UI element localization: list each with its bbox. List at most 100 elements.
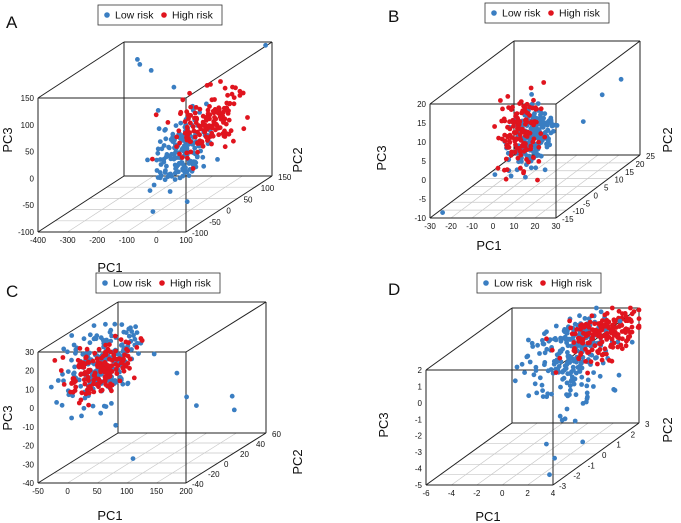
point-low-risk	[126, 333, 132, 339]
point-low-risk	[558, 384, 563, 390]
y-tick-label: -15	[562, 215, 574, 224]
point-high-risk	[528, 143, 534, 149]
point-high-risk	[212, 115, 217, 120]
point-low-risk	[159, 146, 165, 152]
point-low-risk	[59, 402, 65, 408]
point-low-risk	[69, 333, 75, 338]
point-low-risk	[529, 92, 534, 97]
z-tick-label: 20	[417, 100, 426, 109]
box-edge	[425, 307, 513, 371]
point-high-risk	[587, 319, 593, 325]
point-low-risk	[130, 456, 136, 461]
x-tick-label: 0	[500, 489, 505, 498]
y-tick-label: -20	[208, 470, 220, 479]
point-high-risk	[198, 126, 204, 132]
point-high-risk	[507, 126, 513, 132]
z-tick-label: 0	[418, 399, 423, 408]
point-high-risk	[583, 321, 589, 327]
point-high-risk	[73, 384, 79, 390]
point-high-risk	[82, 370, 88, 375]
box-edge	[37, 175, 125, 233]
point-low-risk	[161, 156, 167, 162]
box-edge	[185, 432, 267, 484]
point-high-risk	[123, 339, 129, 345]
point-low-risk	[539, 110, 544, 116]
point-high-risk	[105, 370, 111, 375]
point-low-risk	[164, 152, 170, 157]
legend-box	[476, 272, 602, 294]
x-tick-label: 20	[531, 222, 540, 231]
z-axis-label: PC3	[376, 412, 391, 437]
point-high-risk	[514, 145, 520, 151]
point-low-risk	[137, 62, 143, 67]
point-low-risk	[519, 159, 524, 164]
legend-marker-low	[483, 280, 489, 286]
point-high-risk	[572, 346, 577, 351]
point-high-risk	[187, 90, 193, 96]
point-low-risk	[55, 378, 61, 383]
point-low-risk	[533, 368, 539, 373]
z-axis-label: PC3	[0, 405, 15, 430]
point-high-risk	[217, 114, 223, 120]
point-low-risk	[564, 406, 570, 412]
box-edge	[37, 41, 125, 99]
x-tick-label: -50	[32, 487, 44, 496]
point-low-risk	[215, 157, 220, 162]
point-high-risk	[188, 104, 194, 110]
point-low-risk	[162, 177, 168, 183]
point-high-risk	[81, 364, 87, 370]
point-high-risk	[195, 141, 200, 146]
legend-marker-high	[540, 280, 546, 286]
point-high-risk	[513, 113, 518, 119]
point-high-risk	[114, 371, 120, 376]
point-high-risk	[592, 321, 597, 327]
point-low-risk	[129, 329, 135, 334]
panel-b: -30 -20 -10 0 10 20 30-15-10-50510152025-10-50…	[374, 2, 675, 253]
point-high-risk	[82, 381, 88, 387]
point-low-risk	[87, 332, 93, 338]
point-high-risk	[536, 159, 542, 164]
z-tick-label: 2	[418, 366, 423, 375]
x-tick-label: -10	[466, 222, 478, 231]
point-high-risk	[179, 155, 185, 161]
point-low-risk	[568, 378, 574, 384]
x-tick-label: -2	[473, 489, 481, 498]
point-low-risk	[546, 138, 551, 144]
z-tick-label: -40	[22, 479, 34, 488]
point-low-risk	[93, 336, 99, 342]
point-high-risk	[109, 382, 115, 388]
legend-marker-high	[548, 10, 554, 16]
point-high-risk	[522, 117, 528, 123]
box-frame	[37, 41, 273, 233]
point-low-risk	[175, 155, 181, 161]
point-high-risk	[165, 120, 171, 125]
point-low-risk	[440, 210, 445, 216]
legend-label-low: Low risk	[502, 8, 541, 20]
point-low-risk	[572, 418, 578, 424]
box-frame	[429, 40, 641, 219]
panel-label: B	[388, 7, 399, 26]
point-low-risk	[177, 175, 183, 181]
point-low-risk	[532, 148, 538, 154]
z-tick-label: -5	[419, 195, 427, 204]
point-high-risk	[602, 346, 608, 352]
point-high-risk	[200, 143, 206, 149]
point-low-risk	[629, 339, 635, 345]
y-tick-label: 50	[244, 195, 253, 204]
point-low-risk	[172, 177, 178, 182]
point-high-risk	[578, 326, 583, 332]
point-high-risk	[231, 95, 237, 100]
point-low-risk	[563, 366, 569, 371]
legend-box	[97, 4, 223, 26]
point-high-risk	[603, 323, 609, 328]
point-high-risk	[629, 329, 635, 335]
point-low-risk	[201, 163, 207, 169]
point-low-risk	[113, 422, 119, 428]
z-tick-label: -30	[22, 460, 34, 469]
point-low-risk	[615, 339, 621, 345]
point-high-risk	[81, 377, 87, 383]
point-low-risk	[554, 359, 560, 365]
point-low-risk	[579, 382, 584, 387]
point-low-risk	[81, 336, 87, 342]
grid-line-x	[156, 432, 237, 484]
